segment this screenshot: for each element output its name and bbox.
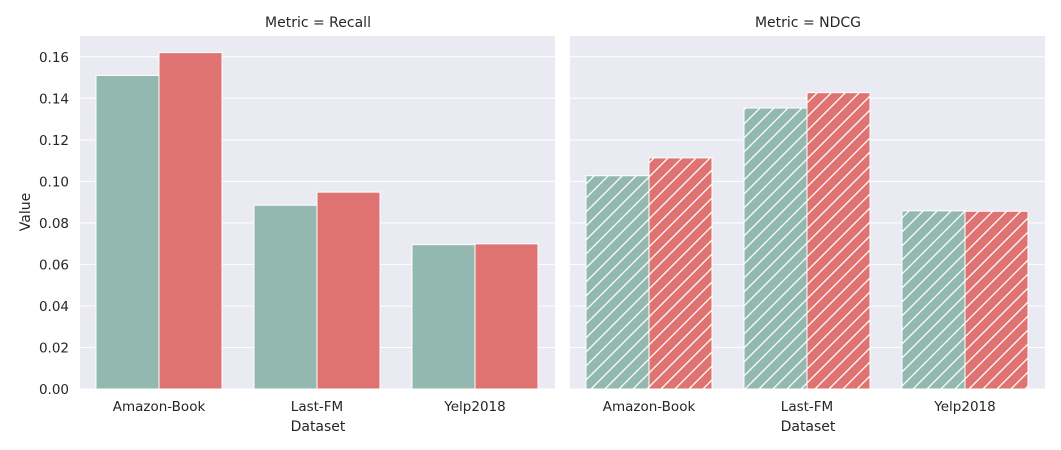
recall-x-tick-label: Amazon-Book [113,399,206,415]
recall-panel-title: Metric = Recall [265,15,371,31]
ndcg-bar-hatch [649,157,712,389]
y-axis-label: Value [18,193,34,231]
recall-bar-last-fm-series-1 [253,204,318,390]
recall-x-tick-labels: Amazon-Book Last-FM Yelp2018 [113,399,506,415]
y-tick-label: 0.16 [39,50,69,66]
recall-bar-last-fm-series-2 [316,191,381,390]
ndcg-bars [585,92,1029,390]
ndcg-panel-title: Metric = NDCG [755,15,861,31]
ndcg-bar-hatch [744,108,807,389]
y-tick-label: 0.04 [39,299,69,315]
recall-x-tick-label: Last-FM [291,399,343,415]
ndcg-x-axis-label: Dataset [781,419,836,435]
ndcg-x-tick-label: Amazon-Book [603,399,696,415]
ndcg-x-tick-labels: Amazon-Book Last-FM Yelp2018 [603,399,996,415]
ndcg-x-tick-label: Last-FM [781,399,833,415]
recall-bar-yelp2018-series-1 [411,244,476,390]
ndcg-bar-hatch [807,92,870,389]
y-tick-label: 0.06 [39,257,69,273]
ndcg-bar-hatch [902,210,965,389]
y-tick-labels: 0.00 0.02 0.04 0.06 0.08 0.10 0.12 0.14 0.16 [39,50,69,398]
recall-x-tick-label: Yelp2018 [443,399,505,415]
recall-bars [95,52,539,390]
y-tick-label: 0.12 [39,133,69,149]
ndcg-x-tick-label: Yelp2018 [933,399,995,415]
recall-bar-yelp2018-series-2 [474,243,539,390]
recall-bar-amazon-book-series-1 [95,74,160,390]
y-tick-label: 0.00 [39,382,69,398]
ndcg-bar-hatch [965,211,1028,389]
y-tick-label: 0.14 [39,91,69,107]
ndcg-bar-hatch [586,175,649,389]
recall-x-axis-label: Dataset [291,419,346,435]
recall-bar-amazon-book-series-2 [158,52,223,390]
y-tick-label: 0.10 [39,174,69,190]
y-tick-label: 0.02 [39,340,69,356]
y-tick-label: 0.08 [39,216,69,232]
